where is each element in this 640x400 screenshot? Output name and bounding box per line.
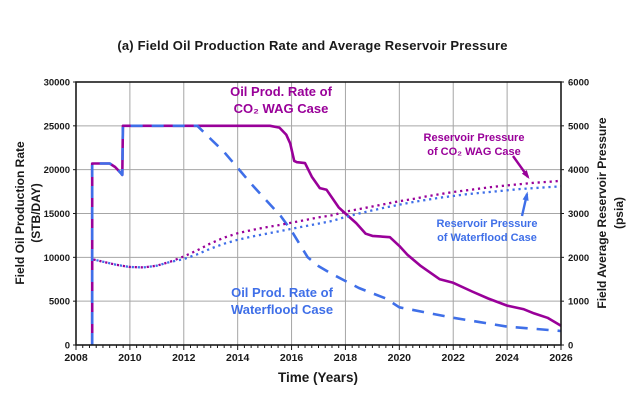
x-tick-label: 2016 <box>280 352 304 364</box>
x-tick-label: 2014 <box>226 352 250 364</box>
y-left-tick-label: 5000 <box>49 297 70 308</box>
y-right-axis-title-line1: Field Average Reservoir Pressure <box>595 117 609 309</box>
wag-rate-label: CO₂ WAG Case <box>234 101 329 116</box>
x-axis-title: Time (Years) <box>278 370 358 385</box>
y-left-tick-label: 25000 <box>44 121 70 132</box>
y-right-tick-label: 5000 <box>568 121 589 132</box>
x-tick-label: 2010 <box>118 352 142 364</box>
y-right-tick-label: 2000 <box>568 253 589 264</box>
x-tick-label: 2008 <box>64 352 88 364</box>
wag-pressure-label: of CO₂ WAG Case <box>427 146 521 158</box>
y-left-tick-label: 0 <box>65 341 70 352</box>
wag-pressure-label: Reservoir Pressure <box>424 132 525 144</box>
y-right-tick-label: 1000 <box>568 297 589 308</box>
x-tick-label: 2022 <box>442 352 466 364</box>
series-line-left-waterflood <box>90 124 562 345</box>
series-line-right-wag <box>93 179 562 269</box>
y-left-tick-label: 30000 <box>44 78 70 89</box>
y-left-tick-label: 10000 <box>44 253 70 264</box>
x-tick-label: 2020 <box>388 352 412 364</box>
series-line-left-wag <box>90 124 562 345</box>
y-left-axis-title-line1: Field Oil Production Rate <box>13 141 27 285</box>
series-line-right-waterflood <box>93 185 562 269</box>
waterflood-rate-label: Waterflood Case <box>231 302 333 317</box>
y-right-tick-label: 3000 <box>568 209 589 220</box>
x-tick-label: 2012 <box>172 352 196 364</box>
x-tick-label: 2018 <box>334 352 358 364</box>
y-right-tick-label: 4000 <box>568 165 589 176</box>
y-right-axis-title-line2: (psia) <box>612 197 626 229</box>
x-tick-label: 2026 <box>549 352 573 364</box>
y-left-tick-label: 15000 <box>44 209 70 220</box>
series-layer <box>90 124 562 345</box>
y-left-tick-label: 20000 <box>44 165 70 176</box>
annotation-layer: Oil Prod. Rate of CO₂ WAG Case Oil Prod. R… <box>230 84 537 317</box>
wag-rate-label: Oil Prod. Rate of <box>230 84 333 99</box>
waterflood-pressure-label: Reservoir Pressure <box>437 218 538 230</box>
waterflood-pressure-label-arrowhead <box>522 191 529 201</box>
wag-pressure-label-arrowhead <box>521 170 530 180</box>
y-right-tick-label: 6000 <box>568 78 589 89</box>
x-tick-label: 2024 <box>495 352 519 364</box>
waterflood-pressure-label: of Waterflood Case <box>437 232 537 244</box>
y-left-axis-title-line2: (STB/DAY) <box>29 183 43 243</box>
tick-layer: 2008 2010 2012 2014 2016 2018 2020 2022 2024 2026… <box>44 78 590 365</box>
y-right-tick-label: 0 <box>568 341 573 352</box>
chart-title: (a) Field Oil Production Rate and Averag… <box>117 38 508 53</box>
waterflood-rate-label: Oil Prod. Rate of <box>231 285 334 300</box>
